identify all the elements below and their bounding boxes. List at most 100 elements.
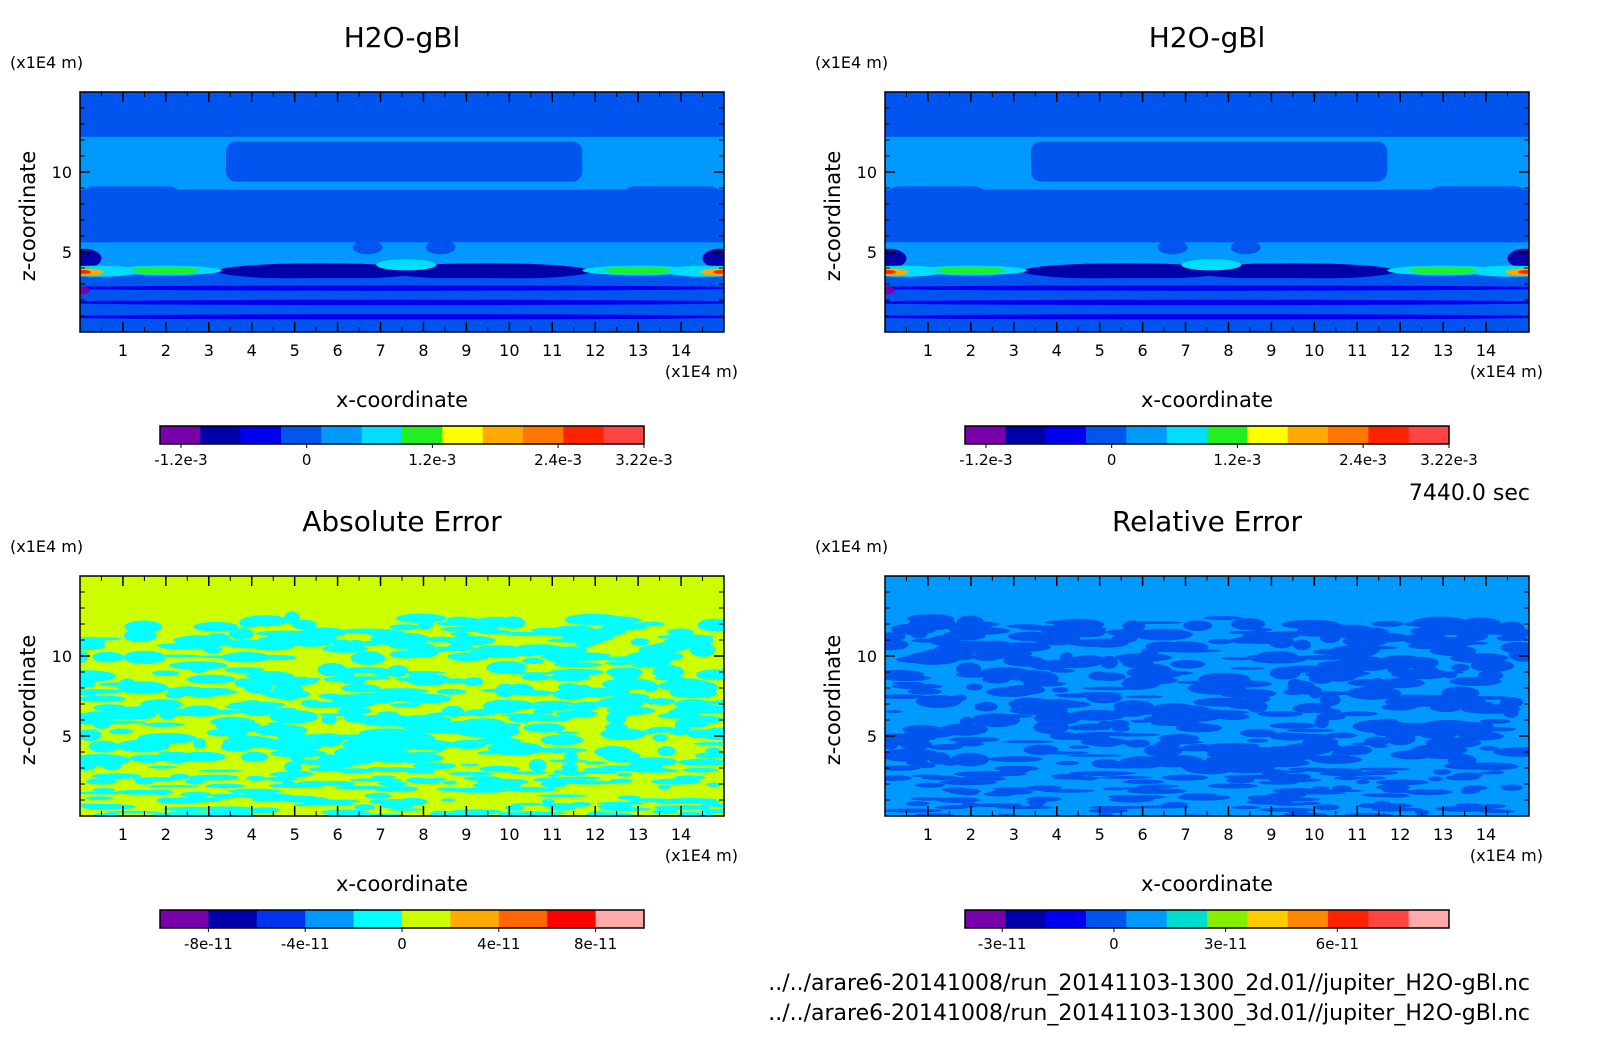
noise-blob	[142, 722, 185, 727]
peak-right-red	[713, 270, 724, 274]
x-tick-label: 9	[461, 341, 471, 360]
noise-blob	[532, 703, 576, 711]
colorbar-segment	[563, 426, 605, 444]
colorbar-segment	[450, 910, 500, 928]
noise-blob	[308, 766, 341, 772]
noise-blob	[1485, 709, 1514, 714]
noise-blob	[1088, 808, 1129, 814]
moist-right-green	[603, 266, 673, 274]
noise-blob	[370, 738, 408, 753]
noise-blob	[1078, 776, 1099, 781]
noise-blob	[1500, 784, 1523, 791]
x-tick-label: 4	[1052, 341, 1062, 360]
noise-blob	[498, 811, 555, 816]
noise-blob	[965, 683, 983, 691]
noise-blob	[292, 759, 346, 765]
peak-left-red	[80, 270, 91, 274]
noise-blob	[1205, 743, 1264, 757]
noise-blob	[604, 661, 636, 665]
noise-blob	[551, 654, 576, 664]
noise-blob	[910, 797, 945, 801]
noise-blob	[446, 678, 468, 684]
noise-blob	[333, 747, 367, 759]
noise-blob	[148, 737, 185, 741]
noise-blob	[1207, 638, 1233, 645]
noise-blob	[440, 798, 456, 802]
x-unit-label: (x1E4 m)	[665, 362, 738, 381]
noise-blob	[80, 637, 122, 641]
noise-blob	[430, 810, 453, 816]
colorbar-segment	[1328, 426, 1369, 444]
colorbar: -1.2e-3 0 1.2e-3 2.4e-3 3.22e-3	[154, 425, 673, 469]
noise-blob	[371, 732, 389, 742]
noise-blob	[1503, 707, 1519, 719]
dark-band-left	[217, 263, 424, 280]
noise-blob	[1350, 693, 1385, 699]
noise-blob	[1068, 745, 1090, 749]
noise-blob	[1071, 626, 1107, 638]
noise-blob	[974, 702, 998, 712]
x-tick-label: 8	[1223, 341, 1233, 360]
noise-blob	[1230, 667, 1265, 670]
noise-blob	[1113, 700, 1154, 713]
panel-title: Relative Error	[1112, 505, 1303, 538]
x-tick-label: 11	[1347, 825, 1367, 844]
y-tick-label: 10	[52, 647, 72, 666]
noise-blob	[289, 752, 305, 762]
noise-blob	[885, 748, 938, 762]
noise-blob	[556, 709, 599, 718]
noise-blob	[564, 750, 578, 765]
noise-blob	[514, 690, 555, 696]
noise-blob	[617, 772, 633, 777]
y-unit-label: (x1E4 m)	[10, 537, 83, 556]
x-tick-label: 10	[1304, 825, 1324, 844]
noise-blob	[956, 662, 982, 676]
noise-blob	[152, 670, 180, 677]
noise-blob	[948, 736, 1000, 743]
noise-blob	[1001, 716, 1018, 722]
noise-blob	[928, 752, 951, 765]
noise-blob	[1170, 659, 1206, 669]
noise-blob	[1207, 783, 1258, 789]
x-tick-label: 13	[1433, 341, 1453, 360]
colorbar-segment	[160, 426, 201, 444]
noise-blob	[228, 788, 282, 794]
noise-blob	[1161, 774, 1209, 781]
x-tick-label: 6	[333, 341, 343, 360]
noise-blob	[1429, 645, 1477, 657]
noise-blob	[493, 744, 509, 751]
noise-blob	[398, 714, 451, 726]
noise-blob	[693, 741, 724, 746]
noise-blob	[156, 797, 206, 804]
noise-blob	[266, 722, 285, 726]
x-tick-label: 5	[290, 341, 300, 360]
x-unit-label: (x1E4 m)	[1470, 362, 1543, 381]
noise-blob	[396, 739, 455, 750]
noise-blob	[1033, 720, 1070, 735]
noise-blob	[1076, 732, 1131, 735]
noise-blob	[1370, 744, 1389, 748]
noise-blob	[988, 755, 1043, 763]
noise-blob	[186, 674, 236, 684]
noise-blob	[450, 631, 471, 637]
noise-blob	[1086, 692, 1123, 704]
noise-blob	[936, 797, 981, 803]
noise-blob	[223, 729, 242, 737]
noise-blob	[982, 675, 1011, 684]
noise-blob	[1508, 648, 1529, 662]
noise-blob	[193, 621, 239, 632]
noise-blob	[1108, 719, 1130, 728]
noise-blob	[991, 787, 1041, 790]
y-unit-label: (x1E4 m)	[815, 53, 888, 72]
noise-blob	[413, 751, 440, 755]
noise-blob	[472, 782, 522, 789]
x-unit-label: (x1E4 m)	[1470, 846, 1543, 865]
left-purple-spot	[80, 286, 90, 295]
noise-blob	[910, 629, 928, 639]
noise-blob	[885, 733, 916, 738]
noise-blob	[885, 639, 909, 651]
x-tick-label: 10	[499, 825, 519, 844]
noise-blob	[285, 770, 311, 775]
noise-blob	[258, 672, 296, 686]
x-tick-label: 2	[161, 341, 171, 360]
